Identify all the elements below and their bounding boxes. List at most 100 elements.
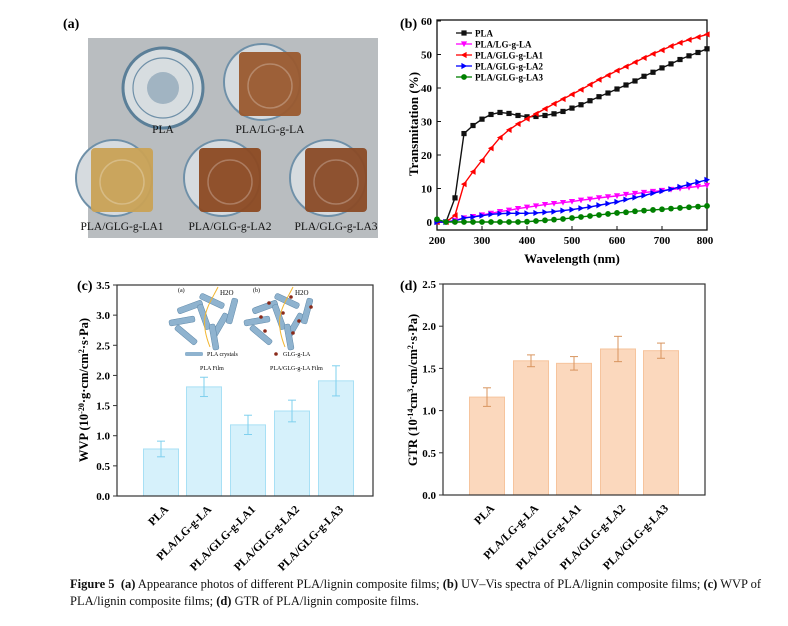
y-tick-label: 30 (421, 117, 433, 129)
legend-entry: PLA/GLG-g-LA2 (475, 62, 544, 72)
data-point (614, 198, 621, 205)
data-point (623, 209, 629, 216)
category-label: PLA (472, 502, 497, 527)
film-pla-glg-g-la1 (91, 148, 153, 212)
figure-caption: Figure 5 (a) Appearance photos of differ… (70, 576, 770, 610)
data-point (443, 219, 449, 225)
inset-label: (a) (178, 287, 185, 294)
y-tick-label: 10 (421, 184, 433, 196)
x-tick-label: 800 (697, 235, 714, 247)
water-path (204, 286, 219, 348)
glg-g-la-particle (263, 329, 267, 333)
superscript: 2 (77, 349, 86, 353)
data-point (478, 157, 485, 164)
caption-text: UV–Vis spectra of PLA/lignin composite f… (458, 577, 704, 591)
glg-g-la-particle (267, 301, 271, 305)
label-part: ·s·Pa) (406, 314, 420, 345)
y-tick-label: 0.0 (96, 491, 110, 503)
data-point (605, 90, 611, 96)
x-tick-label: 400 (519, 235, 536, 247)
data-point (604, 194, 612, 200)
y-tick-label: 2.5 (96, 340, 110, 352)
data-point (470, 122, 476, 129)
legend-entry: PLA/GLG-g-LA1 (475, 51, 544, 61)
data-point (496, 134, 503, 141)
x-tick-label: 200 (429, 235, 446, 247)
legend-crystals: PLA crystals (207, 352, 238, 358)
bar (513, 360, 549, 496)
data-point (685, 36, 692, 43)
data-point (677, 56, 683, 63)
x-axis-label: Wavelength (nm) (524, 251, 620, 266)
caption-bold-part: (a) (120, 577, 136, 591)
film-caption: PLA/GLG-g-LA Film (270, 366, 323, 372)
x-tick-label: 600 (609, 235, 626, 247)
sample-label: PLA/GLG-g-LA1 (80, 221, 163, 233)
bar (643, 350, 679, 496)
data-point (632, 208, 638, 215)
data-point (631, 59, 638, 66)
series-pla-glg-g-la3 (434, 203, 710, 225)
pla-crystal-rod (249, 324, 273, 346)
data-point (694, 183, 702, 190)
data-point (649, 50, 656, 57)
glg-g-la-particle (309, 305, 313, 309)
caption-bold-part: (b) (442, 577, 459, 591)
label-part: ·s·Pa) (77, 318, 91, 349)
caption-text: GTR of PLA/lignin composite films. (231, 594, 419, 608)
series-pla-glg-g-la1 (433, 31, 710, 226)
data-point (676, 39, 683, 46)
data-point (640, 189, 648, 196)
caption-text: Appearance photos of different PLA/ligni… (135, 577, 443, 591)
data-point (452, 219, 458, 225)
data-point (614, 210, 620, 216)
panel-d-label: (d) (400, 279, 417, 294)
panel-c-label: (c) (77, 279, 93, 294)
data-point (659, 206, 665, 213)
data-point (704, 176, 711, 183)
data-point (604, 72, 611, 79)
plot-frame (116, 284, 374, 497)
legend-entry: PLA (475, 29, 494, 39)
data-point (460, 181, 467, 188)
data-point (622, 63, 629, 70)
y-axis-label: GTR (10-14cm3·cm/cm2·s·Pa) (406, 314, 421, 466)
y-tick-label: 0.0 (422, 490, 436, 502)
data-point (631, 190, 639, 197)
water-path (279, 286, 294, 348)
data-point (461, 74, 467, 80)
pla-crystal-rod (168, 315, 196, 327)
data-point (595, 76, 602, 83)
pla-crystal-rod (252, 300, 278, 314)
data-point (695, 49, 701, 56)
data-point (514, 206, 522, 212)
label-part: cm (406, 392, 420, 409)
pla-crystal-rod (300, 297, 314, 325)
data-point (668, 205, 674, 212)
data-point (703, 31, 710, 38)
data-point (506, 110, 512, 117)
data-point (505, 126, 512, 133)
logo-emblem (99, 159, 145, 205)
bar (274, 410, 310, 497)
sample-label: PLA/GLG-g-LA3 (294, 221, 377, 233)
legend-entry: PLA/LG-g-LA (475, 40, 532, 50)
y-axis-label: WVP (10-20·g·cm/cm2·s·Pa) (77, 318, 92, 462)
data-point (451, 212, 458, 219)
data-point (614, 86, 620, 92)
data-point (686, 53, 692, 59)
data-point (658, 47, 665, 54)
data-point (470, 213, 477, 221)
plot-frame (442, 283, 706, 496)
data-point (623, 196, 630, 203)
data-point (487, 145, 494, 152)
caption-bold-part: (c) (703, 577, 718, 591)
x-tick-label: 300 (474, 235, 491, 247)
sample-label: PLA/LG-g-LA (236, 124, 306, 136)
data-point (551, 111, 557, 117)
data-point (578, 205, 585, 212)
caption-text: WVP of PLA/lignin composite films; (70, 577, 765, 608)
film-pla-glg-g-la3 (305, 148, 367, 212)
caption-bold-part: Figure 5 (70, 577, 115, 591)
